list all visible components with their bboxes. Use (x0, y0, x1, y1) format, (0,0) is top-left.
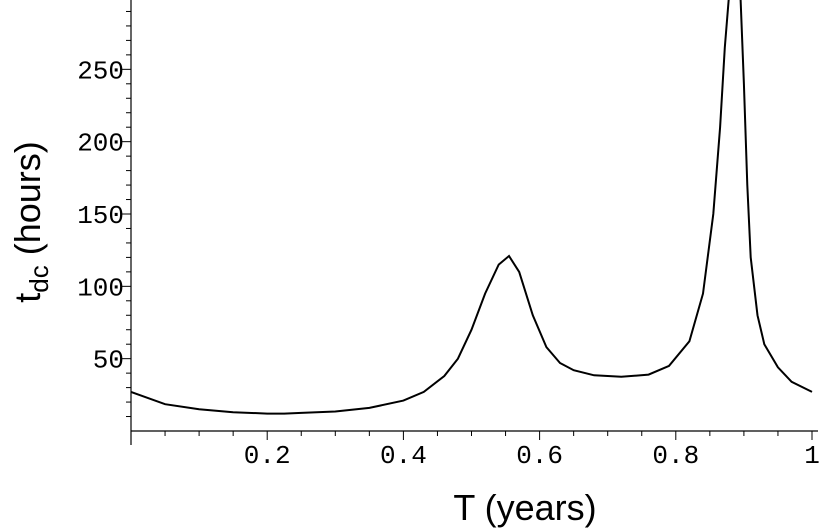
x-tick-label: 1 (804, 441, 820, 471)
chart-axes: 0.2 0.4 0.6 0.8 1 50 100 150 200 250 (77, 0, 820, 471)
y-tick-label: 150 (77, 201, 124, 231)
x-tick-label: 0.2 (244, 441, 291, 471)
y-axis-ticks: 50 100 150 200 250 (77, 10, 131, 418)
y-axis-title-main: t (7, 293, 48, 303)
y-tick-label: 100 (77, 273, 124, 303)
y-tick-label: 200 (77, 129, 124, 159)
y-tick-label: 250 (77, 56, 124, 86)
x-tick-label: 0.6 (516, 441, 563, 471)
y-axis-title-rest: (hours) (7, 141, 48, 265)
x-axis-ticks: 0.2 0.4 0.6 0.8 1 (164, 431, 820, 471)
x-tick-label: 0.4 (380, 441, 427, 471)
x-axis-title: T (years) (453, 487, 596, 528)
series-line-t-dc (130, 0, 813, 415)
x-tick-label: 0.8 (652, 441, 699, 471)
y-axis-title-subscript: dc (24, 265, 54, 292)
y-tick-label: 50 (93, 346, 124, 376)
y-axis-title: tdc (hours) (7, 141, 54, 303)
